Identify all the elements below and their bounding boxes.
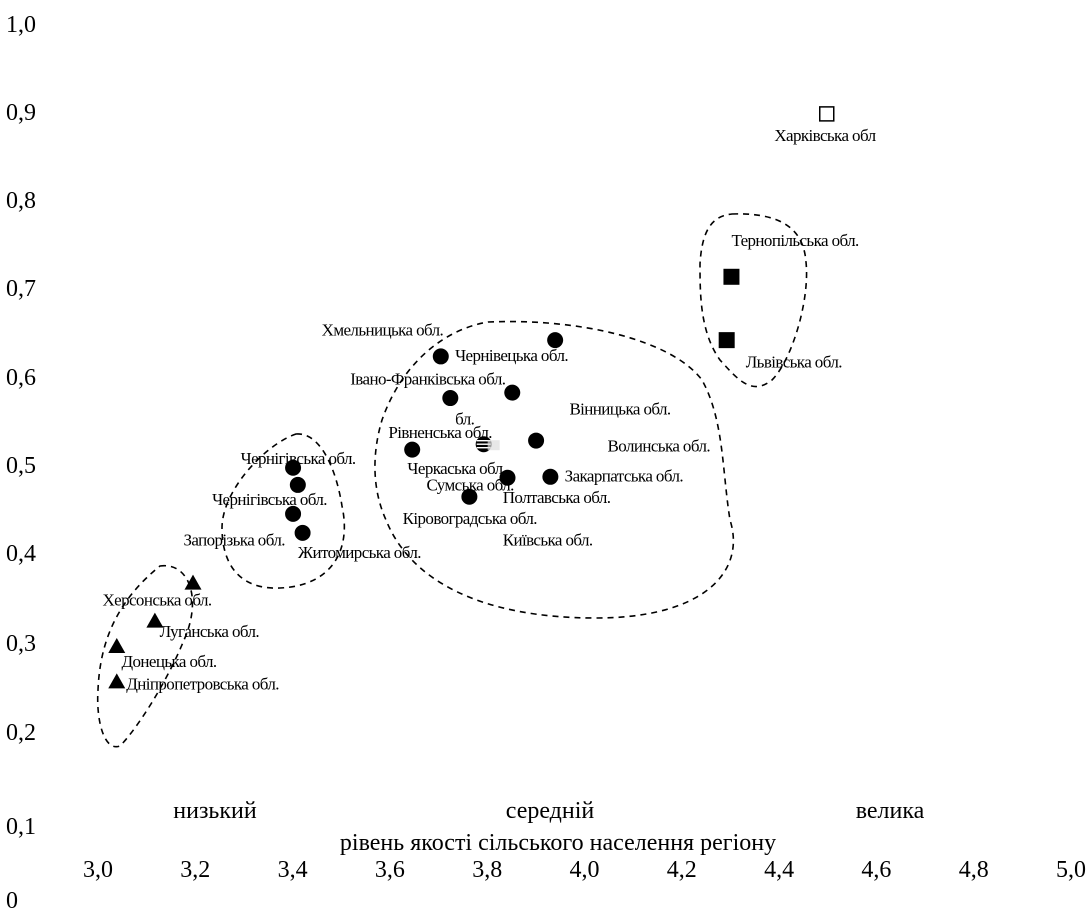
y-tick-label: 1,0	[6, 12, 36, 38]
point-label: Луганська обл.	[160, 622, 260, 641]
data-points	[108, 106, 835, 689]
point-label: бл.	[455, 409, 475, 428]
y-tick-label: 0,2	[6, 720, 36, 746]
data-point-circle	[461, 488, 478, 505]
y-tick-label: 0	[6, 888, 18, 914]
x-tick-label: 4,4	[764, 857, 794, 883]
x-tick-label: 3,4	[278, 857, 308, 883]
data-point-triangle	[184, 574, 202, 590]
x-tick-label: 3,0	[83, 857, 113, 883]
data-point-circle	[289, 476, 306, 493]
point-label: Донецька обл.	[122, 652, 217, 671]
point-label: Хмельницька обл.	[322, 321, 444, 340]
point-label: Полтавська обл.	[503, 488, 611, 507]
y-tick-label: 0,3	[6, 631, 36, 657]
data-point-circle	[442, 390, 459, 407]
data-point-triangle	[146, 612, 164, 628]
point-label: Житомирська обл.	[298, 543, 421, 562]
data-point-striped-circle	[475, 436, 500, 453]
y-tick-label: 0,7	[6, 276, 36, 302]
point-label: Чернівецька обл.	[455, 346, 568, 365]
point-label: Тернопільська обл.	[731, 231, 859, 250]
point-label: Черкаська обл.	[407, 459, 506, 478]
y-tick-label: 0,5	[6, 453, 36, 479]
cluster-outline-low-medium	[221, 433, 346, 589]
data-point-circle	[542, 468, 559, 485]
x-tick-label: 4,2	[667, 857, 697, 883]
point-label: Кіровоградська обл.	[403, 509, 538, 528]
point-labels: Харківська обл Тернопільська обл. Львівськ…	[102, 126, 877, 693]
cluster-outline-low	[96, 565, 194, 748]
point-label: Харківська обл	[774, 126, 876, 145]
point-label: Херсонська обл.	[102, 590, 211, 609]
cluster-outline-high	[699, 213, 808, 388]
data-point-circle	[499, 469, 516, 486]
data-point-circle	[547, 332, 564, 349]
data-point-circle	[504, 384, 521, 401]
point-label: Чернігівська обл.	[241, 449, 356, 468]
y-tick-label: 0,9	[6, 100, 36, 126]
y-tick-label: 0,1	[6, 814, 36, 840]
point-label: Львівська обл.	[746, 352, 842, 371]
data-point-circle	[528, 432, 545, 449]
category-label-high: велика	[856, 798, 925, 824]
data-point-square	[723, 268, 740, 285]
data-point-circle	[294, 524, 311, 541]
point-label: Чернігівська обл.	[212, 490, 327, 509]
point-label: Київська обл.	[503, 531, 593, 550]
x-tick-label: 4,8	[959, 857, 989, 883]
x-tick-label: 3,8	[472, 857, 502, 883]
data-point-square	[718, 332, 735, 349]
data-point-circle	[432, 348, 449, 365]
x-axis-ticks: 3,0 3,2 3,4 3,6 3,8 4,0 4,2 4,4 4,6 4,8 5,0	[83, 857, 1086, 883]
x-tick-label: 3,6	[375, 857, 405, 883]
category-label-low: низький	[173, 798, 257, 824]
point-label: Закарпатська обл.	[565, 466, 684, 485]
x-tick-label: 4,6	[861, 857, 891, 883]
category-label-medium: середній	[506, 798, 595, 824]
x-tick-label: 4,0	[570, 857, 600, 883]
point-label: Дніпропетровська обл.	[126, 674, 279, 693]
point-label: Сумська обл.	[426, 475, 514, 494]
y-axis-ticks: 1,0 0,9 0,8 0,7 0,6 0,5 0,4 0,3 0,2 0,1 0	[6, 12, 36, 914]
point-label: Запорізька обл.	[183, 531, 285, 550]
point-label: Волинська обл.	[608, 436, 711, 455]
x-tick-label: 3,2	[180, 857, 210, 883]
cluster-outline-medium	[374, 320, 735, 619]
y-tick-label: 0,6	[6, 365, 36, 391]
data-point-triangle	[108, 638, 126, 654]
data-point-triangle	[108, 673, 126, 689]
y-tick-label: 0,4	[6, 541, 36, 567]
data-point-open-square	[819, 106, 835, 122]
y-tick-label: 0,8	[6, 188, 36, 214]
x-tick-label: 5,0	[1056, 857, 1086, 883]
x-axis-label: рівень якості сільського населення регіо…	[340, 830, 776, 856]
point-label: Рівненська обл.	[388, 423, 492, 442]
data-point-circle	[285, 505, 302, 522]
point-label: Івано-Франківська обл.	[350, 369, 505, 388]
point-label: Вінницька обл.	[569, 399, 670, 418]
data-point-circle	[404, 441, 421, 458]
data-point-circle	[285, 459, 302, 476]
